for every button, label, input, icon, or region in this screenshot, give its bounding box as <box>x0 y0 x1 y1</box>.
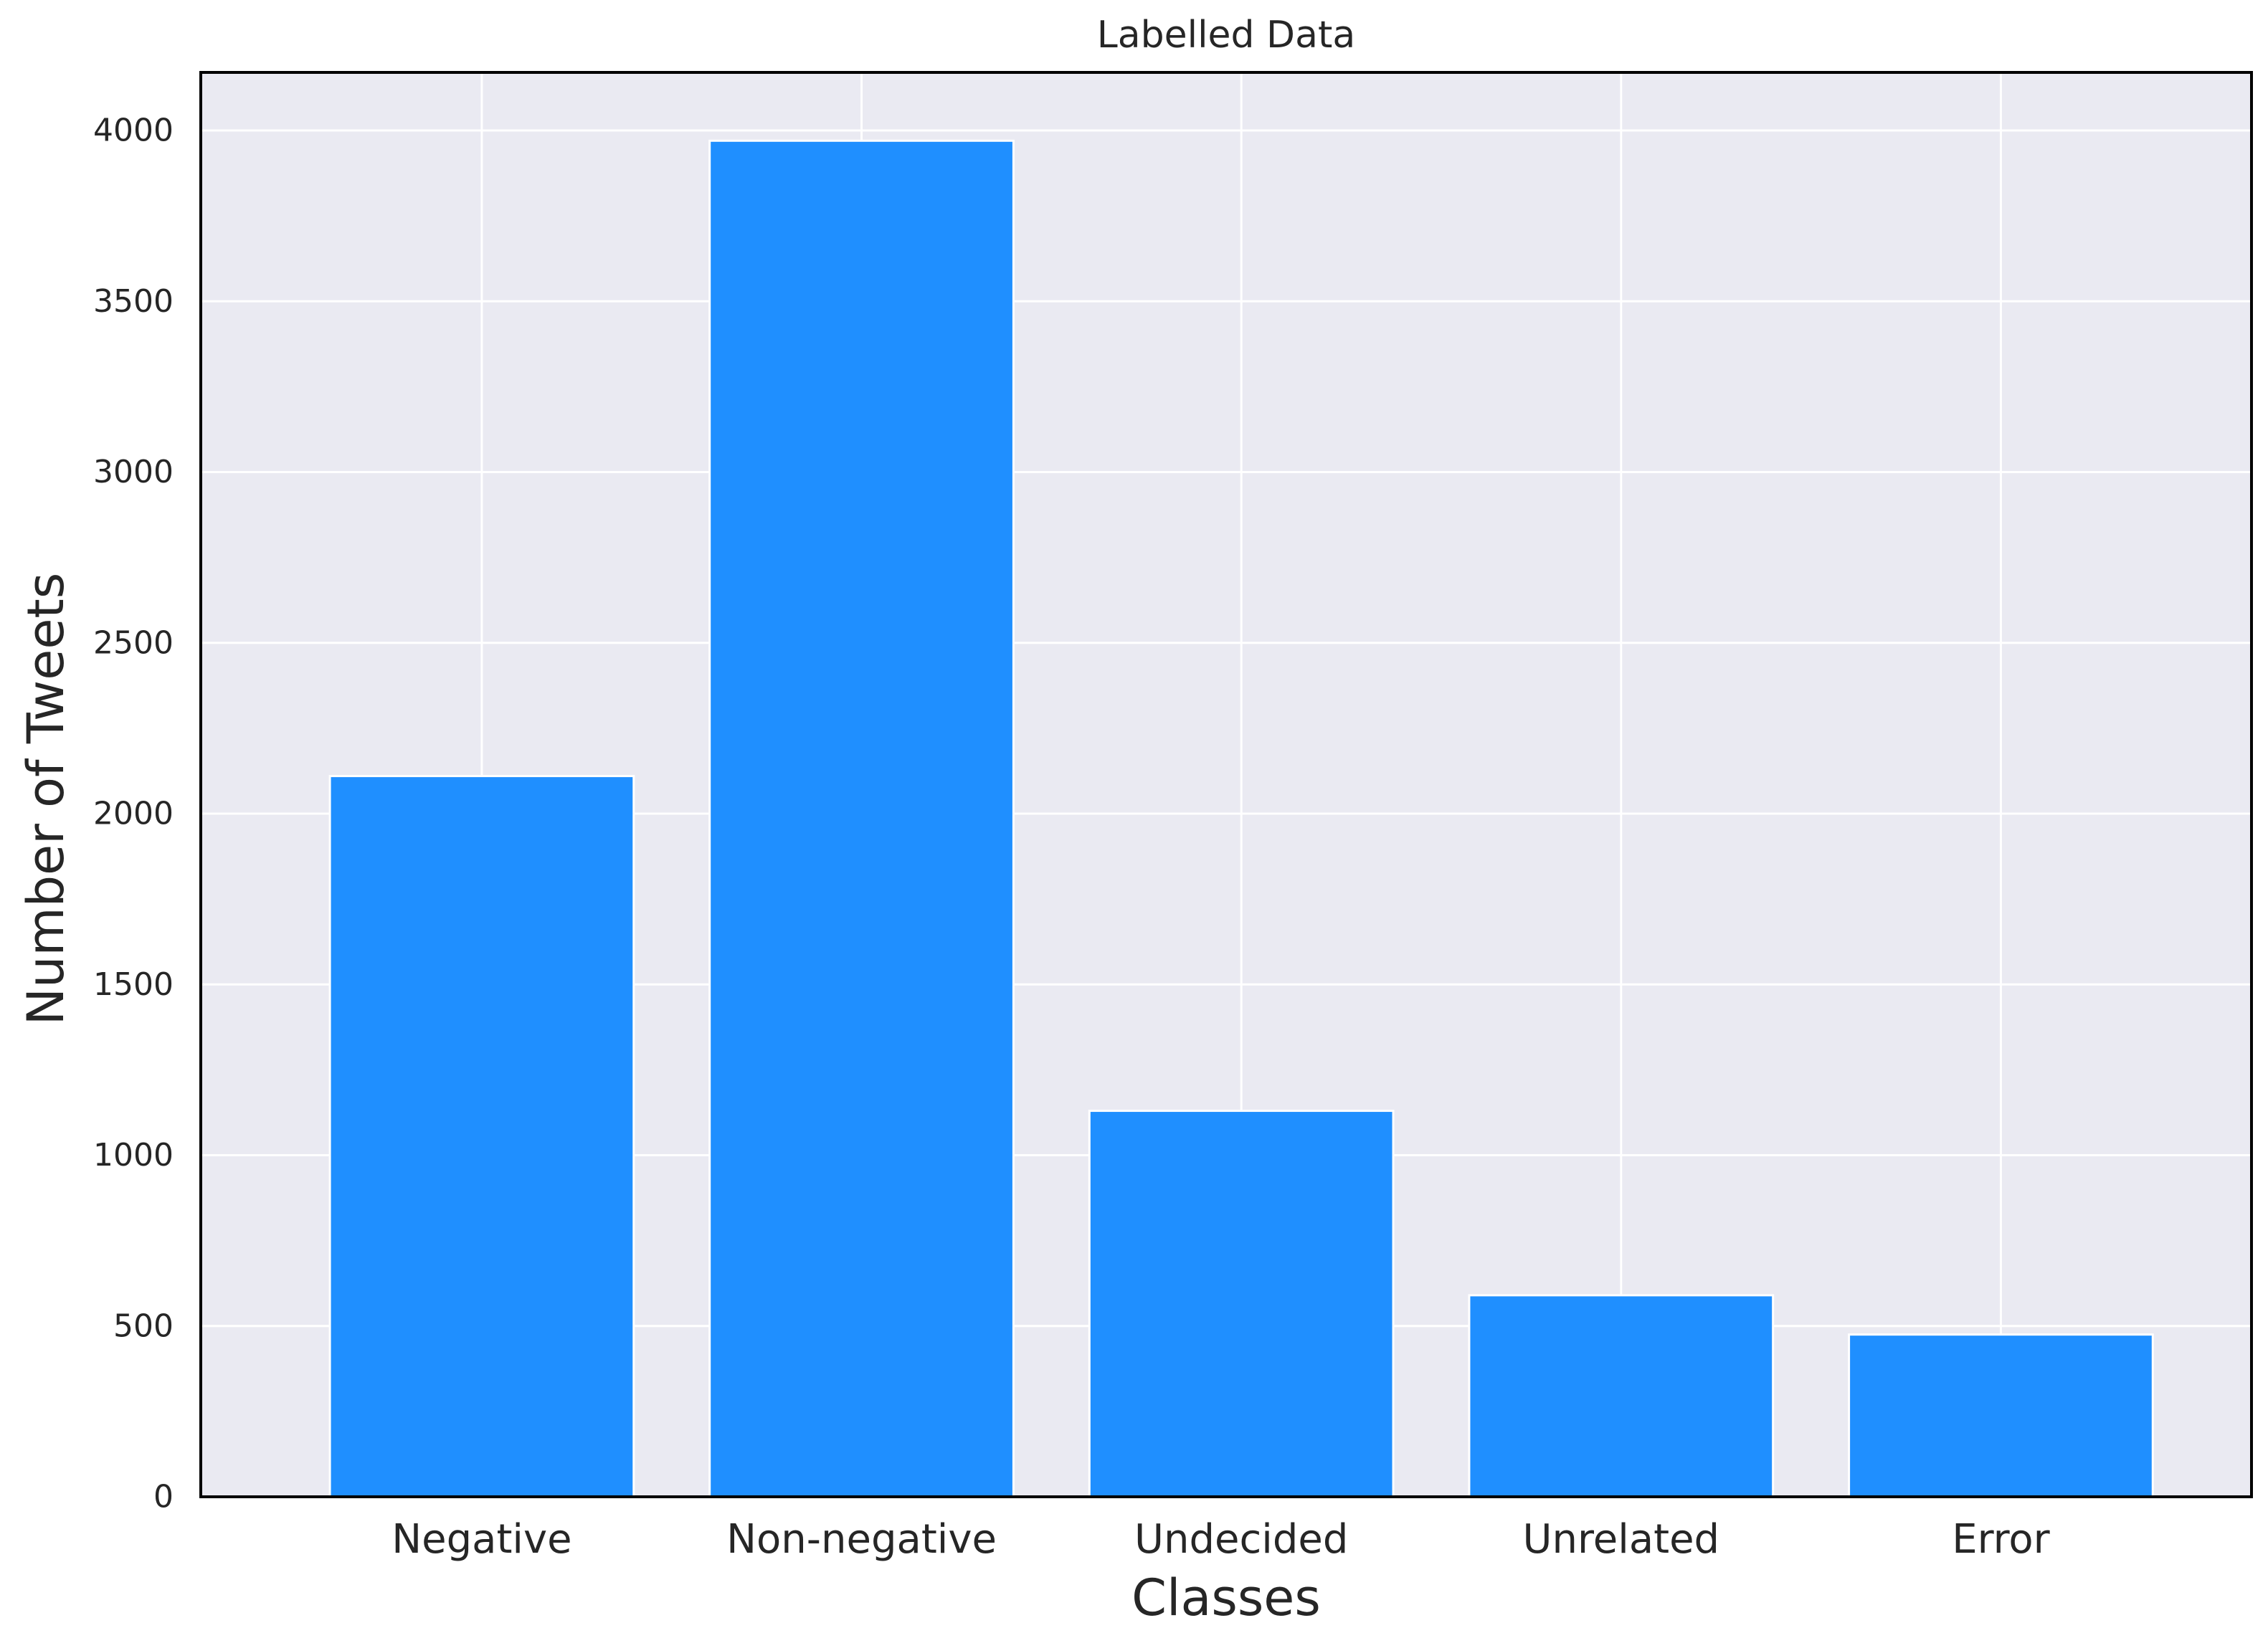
y-tick-label: 1500 <box>93 966 174 1003</box>
x-tick-label: Negative <box>392 1516 571 1563</box>
bar-unrelated <box>1468 1294 1775 1498</box>
bar-error <box>1848 1333 2154 1498</box>
bar-negative <box>328 775 635 1498</box>
y-tick-label: 2500 <box>93 624 174 661</box>
y-tick-label: 3500 <box>93 283 174 320</box>
bar-non-negative <box>708 139 1015 1498</box>
bar-undecided <box>1088 1110 1395 1498</box>
y-axis-ticks: 0 500 1000 1500 2000 2500 3000 3500 4000 <box>93 113 174 1515</box>
y-axis-label: Number of Tweets <box>16 573 75 1026</box>
y-tick-label: 4000 <box>93 113 174 149</box>
bars <box>328 139 2154 1498</box>
x-axis-label: Classes <box>1131 1568 1321 1627</box>
y-tick-label: 0 <box>153 1479 174 1515</box>
y-tick-label: 2000 <box>93 796 174 832</box>
axes-frame <box>199 71 2253 1498</box>
y-tick-label: 3000 <box>93 454 174 490</box>
chart-title: Labelled Data <box>1097 14 1355 57</box>
x-tick-label: Error <box>1952 1516 2050 1563</box>
x-tick-label: Unrelated <box>1523 1516 1720 1563</box>
y-tick-label: 500 <box>113 1308 174 1344</box>
x-tick-label: Non-negative <box>726 1516 997 1563</box>
x-axis-ticks: Negative Non-negative Undecided Unrelated Er… <box>392 1516 2050 1563</box>
y-tick-label: 1000 <box>93 1137 174 1173</box>
x-tick-label: Undecided <box>1134 1516 1348 1563</box>
